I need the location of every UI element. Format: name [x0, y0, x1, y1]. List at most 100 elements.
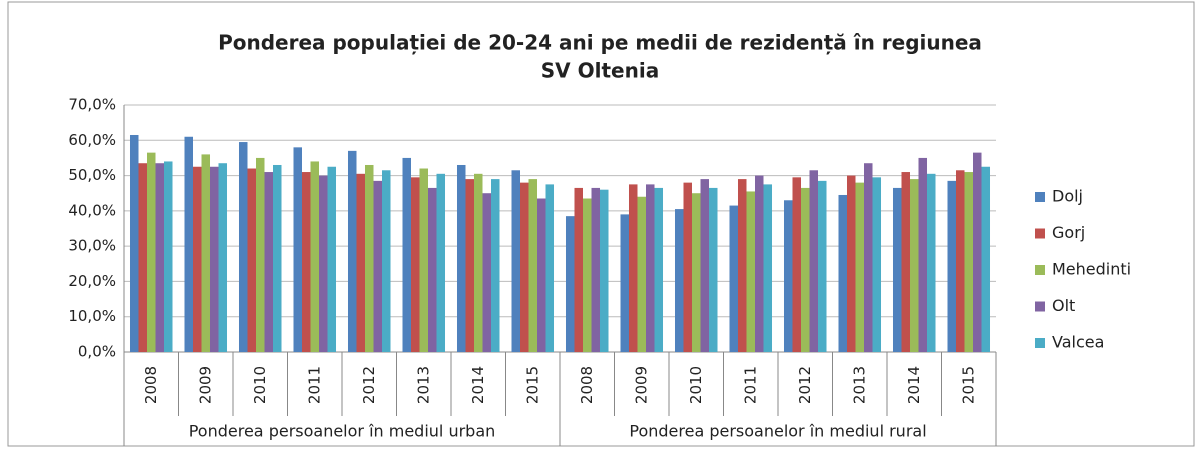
y-tick-label: 50,0% — [68, 166, 116, 184]
bar — [973, 152, 982, 352]
y-tick-label: 30,0% — [68, 237, 116, 255]
bar — [729, 205, 738, 352]
bar — [709, 187, 718, 352]
bar — [654, 187, 664, 352]
legend-swatch — [1035, 228, 1045, 239]
bar — [620, 214, 629, 352]
bar — [918, 157, 928, 352]
bar — [909, 179, 919, 352]
bar — [356, 173, 365, 352]
chart-title: Ponderea populației de 20-24 ani pe medi… — [218, 31, 982, 55]
bar — [838, 194, 847, 352]
bar — [783, 200, 793, 352]
bar — [373, 180, 383, 352]
bar — [519, 182, 529, 352]
bar — [691, 193, 701, 352]
y-tick-label: 60,0% — [68, 131, 116, 149]
bar — [465, 179, 474, 352]
x-tick-label: 2012 — [360, 366, 378, 404]
bar — [491, 179, 500, 352]
bar — [402, 157, 411, 352]
bar — [809, 170, 819, 352]
bar — [255, 157, 265, 352]
bar — [155, 163, 165, 352]
y-tick-label: 70,0% — [68, 96, 116, 114]
bar — [310, 161, 320, 352]
x-tick-label: 2015 — [959, 366, 977, 404]
legend-label: Valcea — [1052, 333, 1104, 352]
bar — [591, 187, 601, 352]
bar — [293, 147, 302, 352]
group-label: Ponderea persoanelor în mediul urban — [189, 422, 496, 441]
bar — [238, 142, 248, 352]
bar — [247, 168, 256, 352]
bar — [872, 177, 882, 352]
x-tick-label: 2015 — [523, 366, 541, 404]
bar — [763, 184, 773, 352]
bar — [410, 177, 420, 352]
x-tick-label: 2014 — [905, 366, 923, 404]
bar — [855, 182, 865, 352]
bar — [138, 163, 147, 352]
bar — [755, 175, 764, 352]
bar — [637, 196, 647, 352]
legend-label: Olt — [1052, 296, 1075, 315]
bar — [818, 180, 827, 352]
x-tick-label: 2013 — [414, 366, 432, 404]
legend-swatch — [1035, 338, 1045, 348]
bar — [184, 136, 193, 352]
bar — [364, 164, 374, 352]
bar — [456, 164, 466, 352]
bar — [327, 166, 337, 352]
bar — [947, 180, 956, 352]
bar — [201, 154, 211, 352]
bar — [927, 173, 936, 352]
x-tick-label: 2009 — [632, 366, 650, 404]
legend-label: Mehedinti — [1052, 260, 1131, 279]
x-tick-label: 2008 — [142, 366, 160, 404]
y-tick-label: 0,0% — [78, 343, 116, 361]
bar — [737, 179, 747, 352]
bar — [528, 179, 538, 352]
bar — [981, 166, 991, 352]
bar — [792, 177, 801, 352]
y-tick-label: 20,0% — [68, 272, 116, 290]
legend-swatch — [1035, 192, 1045, 202]
x-tick-label: 2010 — [251, 366, 269, 404]
bar — [164, 161, 173, 352]
bar — [419, 168, 429, 352]
legend-swatch — [1035, 265, 1045, 275]
bar — [301, 172, 311, 352]
bar — [545, 184, 555, 352]
bar — [901, 172, 910, 352]
x-tick-label: 2010 — [687, 366, 705, 404]
bar — [436, 173, 446, 352]
x-tick-label: 2008 — [578, 366, 596, 404]
y-tick-label: 10,0% — [68, 307, 116, 325]
bar — [628, 184, 638, 352]
bar — [264, 172, 274, 352]
group-label: Ponderea persoanelor în mediul rural — [629, 422, 926, 441]
bar — [382, 170, 391, 352]
bar — [146, 152, 156, 352]
bar — [574, 187, 583, 352]
bar — [746, 191, 756, 352]
x-tick-label: 2011 — [741, 366, 759, 404]
legend-label: Gorj — [1052, 223, 1085, 242]
chart-title: SV Oltenia — [541, 59, 659, 83]
bar — [218, 163, 228, 352]
bar — [319, 175, 328, 352]
bar — [683, 182, 692, 352]
bar — [582, 198, 592, 352]
bar — [565, 216, 575, 352]
bar — [210, 166, 219, 352]
bar — [537, 198, 546, 352]
bar — [964, 172, 974, 352]
bar — [674, 209, 684, 352]
x-tick-label: 2009 — [196, 366, 214, 404]
bar — [273, 164, 282, 352]
bar — [192, 166, 202, 352]
x-tick-label: 2011 — [305, 366, 323, 404]
bar — [473, 173, 483, 352]
